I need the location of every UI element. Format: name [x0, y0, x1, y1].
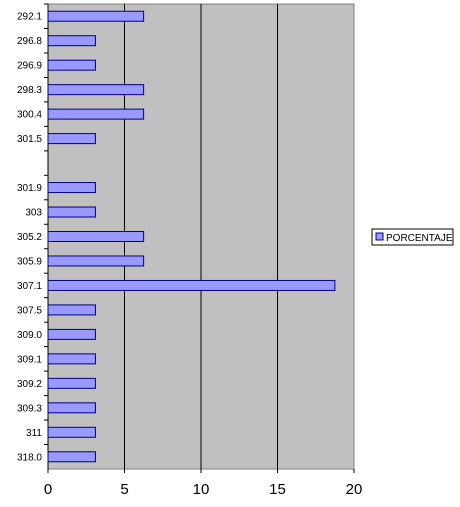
x-tick-label: 5 — [120, 481, 128, 498]
bar — [47, 279, 336, 291]
category-label: 303 — [25, 208, 42, 219]
bar — [47, 328, 96, 340]
bar — [47, 426, 96, 438]
category-label: 307.5 — [17, 305, 42, 316]
bars — [47, 10, 336, 463]
category-label: 296.8 — [17, 36, 42, 47]
category-label: 311 — [26, 428, 42, 439]
category-label: 292.1 — [17, 12, 42, 23]
bar — [47, 84, 145, 96]
bar — [47, 255, 145, 267]
x-tick-label: 10 — [193, 481, 210, 498]
category-labels: 292.1 296.8 296.9 298.3 300.4 301.5 301.9 303 30… — [17, 3, 48, 463]
bar — [47, 231, 145, 242]
category-label: 318.0 — [17, 452, 42, 463]
bar — [47, 402, 96, 414]
category-label: 309.2 — [17, 379, 42, 390]
bar — [47, 206, 96, 218]
bar — [47, 451, 96, 463]
category-label: 309.0 — [17, 330, 42, 341]
bar — [47, 108, 145, 120]
bar — [47, 10, 145, 22]
category-label: 296.9 — [17, 61, 42, 72]
category-label: 305.2 — [17, 232, 42, 243]
bar — [47, 377, 96, 389]
category-label: 305.9 — [17, 256, 42, 267]
legend-swatch — [375, 232, 384, 241]
bar — [47, 133, 96, 145]
legend-box — [371, 228, 454, 246]
bar — [47, 304, 96, 316]
category-label: 300.4 — [17, 110, 42, 121]
legend: PORCENTAJE — [371, 228, 454, 246]
category-label: 309.3 — [17, 403, 42, 414]
bar — [47, 35, 96, 47]
category-label: 309.1 — [17, 354, 42, 365]
legend-label: PORCENTAJE — [386, 233, 453, 244]
value-tick-labels: 0 5 10 15 20 — [44, 481, 363, 498]
x-tick-label: 15 — [269, 481, 286, 498]
category-label: 301.5 — [17, 134, 42, 145]
category-label: 301.9 — [17, 183, 42, 194]
bar — [47, 353, 96, 365]
category-label: 307.1 — [17, 281, 42, 292]
x-tick-label: 0 — [44, 481, 52, 498]
x-tick-label: 20 — [346, 481, 363, 498]
bar — [47, 59, 96, 71]
bar — [47, 182, 96, 194]
category-label: 298.3 — [17, 85, 42, 96]
